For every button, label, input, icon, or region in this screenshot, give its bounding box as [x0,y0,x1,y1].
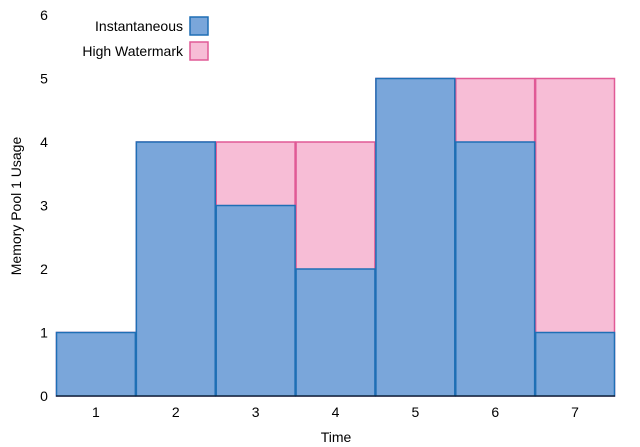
x-tick-label-3: 3 [252,404,260,420]
x-tick-label-6: 6 [491,404,499,420]
y-axis-ticks: 0 1 2 3 4 5 6 [40,7,48,404]
y-tick-label-0: 0 [40,388,48,404]
y-tick-label-4: 4 [40,134,48,150]
y-tick-label-2: 2 [40,261,48,277]
instantaneous-bar-2 [135,141,216,397]
instantaneous-bar-6 [455,141,536,397]
instantaneous-bar-5 [375,77,456,397]
instantaneous-bar-3 [215,204,296,397]
y-tick-label-5: 5 [40,71,48,87]
x-tick-label-5: 5 [411,404,419,420]
y-axis-title: Memory Pool 1 Usage [8,137,24,276]
x-tick-label-4: 4 [332,404,340,420]
legend-swatch-0 [189,16,209,36]
y-tick-label-1: 1 [40,325,48,341]
instantaneous-bar-7 [534,331,616,397]
legend-swatch-1 [189,41,209,61]
legend-label-1: High Watermark [82,43,184,59]
x-tick-label-1: 1 [92,404,100,420]
legend-label-0: Instantaneous [95,18,183,34]
x-tick-label-2: 2 [172,404,180,420]
legend: Instantaneous High Watermark [82,16,209,61]
x-axis-title: Time [321,429,352,445]
y-tick-label-3: 3 [40,198,48,214]
instantaneous-bar-1 [55,331,137,397]
instantaneous-bar-4 [295,268,376,397]
y-tick-label-6: 6 [40,7,48,23]
x-tick-label-7: 7 [571,404,579,420]
x-axis-ticks: 1 2 3 4 5 6 7 [92,404,579,420]
